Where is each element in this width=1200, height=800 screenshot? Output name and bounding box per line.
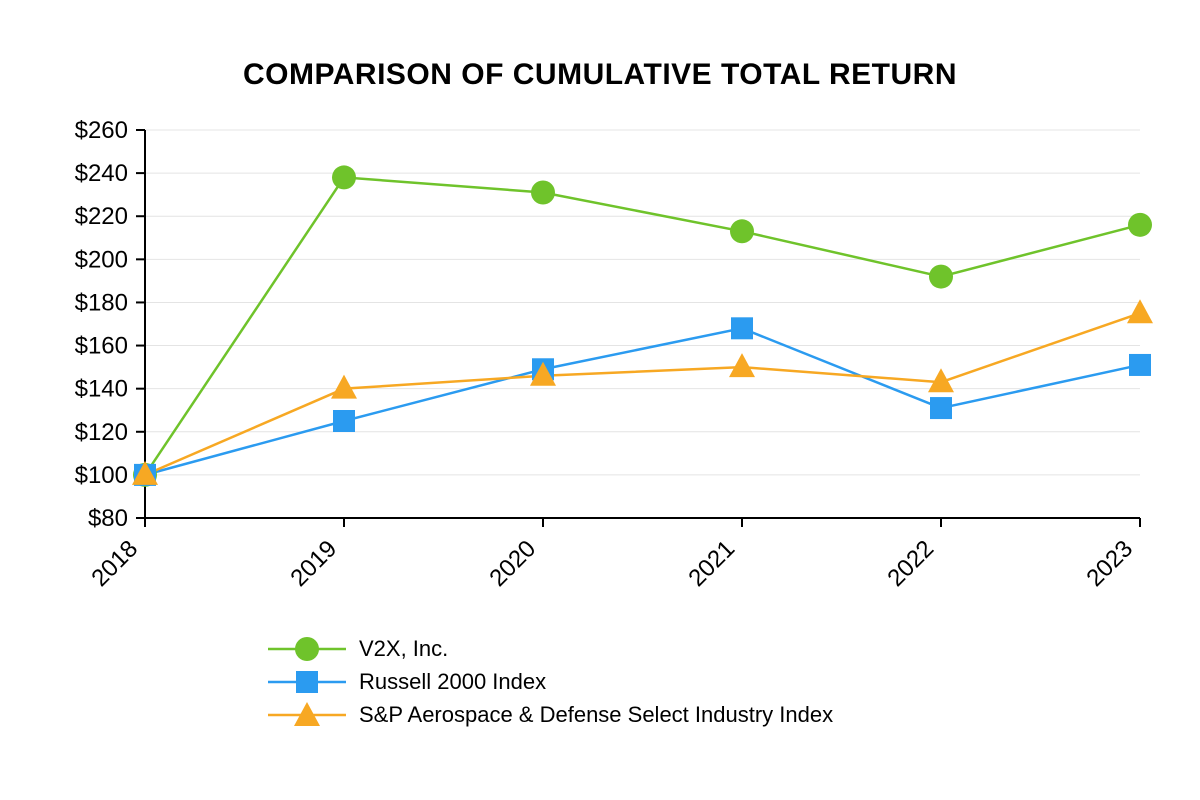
x-tick-label: 2022 xyxy=(882,535,939,592)
legend-label: Russell 2000 Index xyxy=(359,668,547,694)
series-lines xyxy=(143,176,1141,477)
y-axis: $80 $100 $120 $140 $160 $180 $200 $220 $240 $260 xyxy=(75,117,145,532)
x-tick-label: 2018 xyxy=(86,535,143,592)
legend-item: V2X, Inc. xyxy=(268,632,833,665)
series-marker-circle xyxy=(531,180,555,205)
series-marker-triangle xyxy=(729,353,755,378)
series-marker-square xyxy=(1129,353,1151,376)
series-markers xyxy=(132,165,1153,487)
series-marker-triangle xyxy=(928,368,954,393)
y-tick-label: $120 xyxy=(75,419,128,446)
legend-label: V2X, Inc. xyxy=(359,635,449,661)
x-tick-label: 2020 xyxy=(484,535,541,592)
series-marker-circle xyxy=(929,264,953,289)
y-tick-label: $220 xyxy=(75,203,128,230)
y-tick-label: $140 xyxy=(75,376,128,403)
legend-marker-circle xyxy=(268,636,346,661)
series-marker-triangle xyxy=(1127,299,1153,324)
series-line xyxy=(144,327,1141,477)
legend-item: S&P Aerospace & Defense Select Industry … xyxy=(268,698,833,731)
series-marker-square xyxy=(930,397,952,420)
series-marker-circle xyxy=(1128,212,1152,237)
legend-label: S&P Aerospace & Defense Select Industry … xyxy=(359,701,834,727)
chart-svg: $80 $100 $120 $140 $160 $180 $200 $220 $240 $260 2… xyxy=(75,117,1153,592)
x-tick-label: 2023 xyxy=(1081,535,1138,592)
series-marker-circle xyxy=(332,165,356,190)
series-marker-square xyxy=(333,410,355,432)
series-marker-triangle xyxy=(132,460,158,485)
series-line xyxy=(144,312,1141,477)
legend: V2X, Inc. Russell 2000 Index S&P Aerospace… xyxy=(268,632,833,731)
series-line xyxy=(143,176,1141,476)
series-marker-square xyxy=(731,317,753,340)
gridlines xyxy=(145,129,1140,476)
legend-triangle-icon xyxy=(294,701,320,726)
chart-title: COMPARISON OF CUMULATIVE TOTAL RETURN xyxy=(242,58,958,91)
x-axis: 2018 2019 2020 2021 2022 2023 xyxy=(86,518,1141,592)
y-tick-label: $240 xyxy=(75,160,128,187)
y-tick-label: $80 xyxy=(88,505,128,532)
x-tick-label: 2021 xyxy=(683,535,740,592)
y-tick-label: $100 xyxy=(75,462,128,489)
legend-marker-square xyxy=(268,670,346,693)
legend-item: Russell 2000 Index xyxy=(268,665,833,698)
legend-square-icon xyxy=(296,670,318,693)
series-marker-triangle xyxy=(331,374,357,399)
legend-marker-triangle xyxy=(268,701,346,726)
series-marker-circle xyxy=(730,219,754,244)
y-tick-label: $160 xyxy=(75,333,128,360)
y-tick-label: $180 xyxy=(75,289,128,316)
x-tick-label: 2019 xyxy=(285,535,342,592)
series-marker-triangle xyxy=(530,361,556,386)
y-tick-label: $260 xyxy=(75,117,128,144)
legend-circle-icon xyxy=(295,636,319,661)
axes xyxy=(144,130,1140,519)
y-tick-label: $200 xyxy=(75,246,128,273)
